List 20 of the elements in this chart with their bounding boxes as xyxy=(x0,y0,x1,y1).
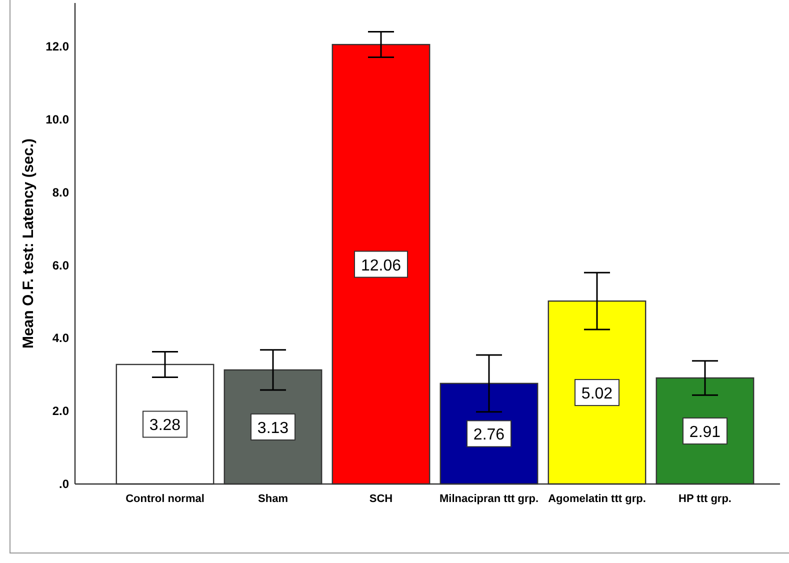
x-tick-label: Agomelatin ttt grp. xyxy=(548,493,646,505)
data-label: 3.13 xyxy=(257,420,289,437)
y-tick-label: 12.0 xyxy=(46,40,70,54)
x-tick-label: HP ttt grp. xyxy=(678,493,732,505)
y-tick-label: 8.0 xyxy=(52,185,70,200)
x-tick-label: Sham xyxy=(258,493,288,505)
data-label: 3.28 xyxy=(149,417,181,434)
y-axis-title: Mean O.F. test: Latency (sec.) xyxy=(20,138,37,349)
y-tick-label: 4.0 xyxy=(52,331,70,346)
data-label: 12.06 xyxy=(360,257,402,274)
x-tick-label: SCH xyxy=(369,493,393,505)
data-label: 5.02 xyxy=(581,386,613,403)
y-tick-label: 10.0 xyxy=(46,112,70,127)
x-tick-label: Milnacipran ttt grp. xyxy=(440,493,538,505)
y-tick-label: 6.0 xyxy=(52,258,70,272)
y-tick-label: .0 xyxy=(58,477,70,491)
x-tick-label: Control normal xyxy=(126,493,204,505)
data-label: 2.76 xyxy=(473,426,505,444)
y-tick-label: 2.0 xyxy=(52,404,70,418)
data-label: 2.91 xyxy=(689,424,721,441)
